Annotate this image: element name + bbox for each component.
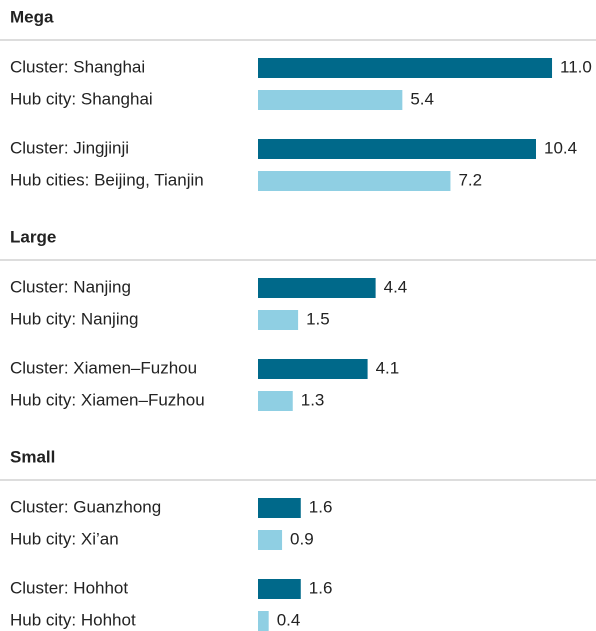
- bar: [258, 139, 536, 159]
- group-title: Mega: [10, 7, 54, 26]
- category-label: Cluster: Jingjinji: [10, 138, 129, 157]
- bar: [258, 278, 376, 298]
- category-label: Cluster: Guanzhong: [10, 497, 161, 516]
- category-label: Cluster: Shanghai: [10, 57, 145, 76]
- category-label: Hub city: Xi’an: [10, 529, 119, 548]
- bar: [258, 611, 269, 631]
- bar: [258, 359, 368, 379]
- bar: [258, 171, 451, 191]
- group-title: Small: [10, 447, 55, 466]
- category-label: Cluster: Nanjing: [10, 277, 131, 296]
- category-label: Hub city: Xiamen–Fuzhou: [10, 390, 205, 409]
- bar: [258, 498, 301, 518]
- category-label: Hub city: Hohhot: [10, 610, 136, 629]
- value-label: 1.3: [301, 390, 325, 409]
- category-label: Hub cities: Beijing, Tianjin: [10, 170, 204, 189]
- value-label: 11.0: [560, 57, 592, 76]
- value-label: 0.4: [277, 610, 301, 629]
- category-label: Hub city: Nanjing: [10, 309, 139, 328]
- value-label: 1.6: [309, 578, 333, 597]
- value-label: 0.9: [290, 529, 314, 548]
- bar: [258, 391, 293, 411]
- value-label: 7.2: [458, 170, 482, 189]
- bar: [258, 579, 301, 599]
- value-label: 10.4: [544, 138, 577, 157]
- category-label: Cluster: Hohhot: [10, 578, 128, 597]
- bar: [258, 310, 299, 330]
- value-label: 1.5: [306, 309, 330, 328]
- value-label: 4.4: [384, 277, 408, 296]
- bar: [258, 90, 403, 110]
- value-label: 1.6: [309, 497, 333, 516]
- value-label: 4.1: [376, 358, 400, 377]
- bar: [258, 530, 283, 550]
- value-label: 5.4: [410, 89, 434, 108]
- group-title: Large: [10, 227, 56, 246]
- category-label: Hub city: Shanghai: [10, 89, 153, 108]
- bar: [258, 58, 553, 78]
- category-label: Cluster: Xiamen–Fuzhou: [10, 358, 197, 377]
